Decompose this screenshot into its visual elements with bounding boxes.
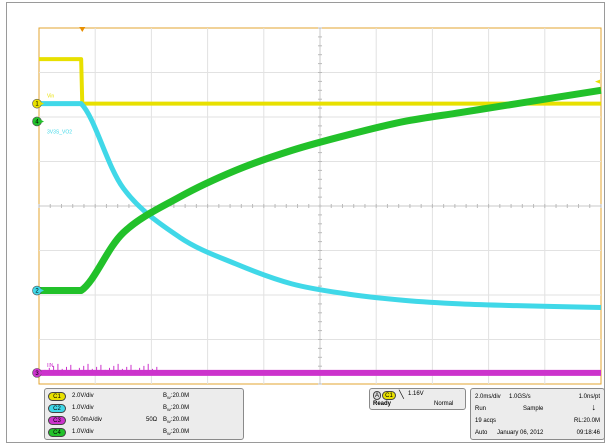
bw-letter: B (163, 417, 168, 423)
bw-sub: W (167, 407, 171, 413)
bw-value: :20.0M (170, 405, 190, 411)
ground-marker-ch2[interactable]: 2 (32, 285, 45, 296)
down-arrow-icon: ↓ (591, 402, 597, 412)
bw-sub: W (167, 431, 171, 437)
bw-letter: B (163, 405, 168, 411)
channel-bandwidth: BW:20.0M (163, 393, 189, 401)
trace-ch4 (39, 101, 602, 310)
trigger-channel-badge: C1 (382, 391, 396, 400)
trigger-mode: Normal (434, 401, 454, 407)
timebase: 2.0ms/div (475, 394, 501, 400)
channel-scale: 1.0V/div (72, 405, 94, 411)
trace-label-ch4: 3V3S_VO2 (47, 129, 72, 135)
acq-count: 19 acqs (475, 418, 497, 424)
channel-markers: 1 4 2 3 (32, 27, 600, 378)
channel-row-c4[interactable]: C4 1.0V/div BW:20.0M (48, 427, 242, 438)
trigger-level: 1.16V (408, 391, 424, 397)
bw-sub: W (167, 395, 171, 401)
acq-row-timebase: 2.0ms/div 1.0GS/s 1.0ns/pt (475, 392, 600, 401)
channel-row-c2[interactable]: C2 1.0V/div BW:20.0M (48, 403, 242, 414)
channel-badge[interactable]: C1 (48, 392, 66, 401)
channel-row-c1[interactable]: C1 2.0V/div BW:20.0M (48, 391, 242, 402)
trace-ch2 (39, 86, 602, 295)
trigger-state: Ready (373, 401, 392, 407)
channel-scale: 2.0V/div (72, 393, 94, 399)
bw-letter: B (163, 429, 168, 435)
ground-marker-ch3[interactable]: 3 (32, 368, 45, 378)
trigger-mode-auto: Auto (475, 430, 488, 436)
acq-row-state: Run Sample ↓ (475, 402, 600, 413)
channel-scale: 1.0V/div (72, 429, 94, 435)
date: January 06, 2012 (497, 430, 544, 436)
trigger-panel[interactable]: A C1 ╲ 1.16V Ready Normal (369, 388, 466, 410)
trigger-source-badge: A (373, 391, 381, 400)
sample-rate: 1.0GS/s (509, 394, 531, 400)
ground-marker-label: 1 (35, 102, 39, 108)
acq-row-datetime: Auto January 06, 2012 09:18:46 (475, 428, 600, 437)
acq-mode: Sample (523, 406, 544, 412)
channel-badge[interactable]: C3 (48, 416, 66, 425)
acq-row-count: 19 acqs RL:20.0M (475, 416, 600, 425)
trace-ch1 (39, 57, 601, 106)
trace-label-ch3: IIN (47, 363, 54, 369)
channel-scale: 50.0mA/div (72, 417, 103, 423)
trace-labels: Vin 3V3S_VO2 IIN (47, 94, 72, 369)
trigger-level-icon[interactable] (595, 79, 600, 84)
acquisition-panel: 2.0ms/div 1.0GS/s 1.0ns/pt Run Sample ↓ … (470, 388, 605, 440)
waveform-traces (39, 57, 602, 376)
ground-marker-ch1[interactable]: 1 (32, 98, 45, 109)
channel-badge[interactable]: C2 (48, 404, 66, 413)
channel-settings-panel: C1 2.0V/div BW:20.0M C2 1.0V/div BW:20.0M C3 50… (44, 388, 244, 440)
trace-label-ch1: Vin (47, 94, 54, 100)
ground-marker-ch4[interactable]: 4 (32, 116, 45, 127)
bw-letter: B (163, 393, 168, 399)
ground-marker-label: 3 (35, 371, 39, 377)
graticule-grid (38, 27, 602, 385)
bw-value: :20.0M (170, 429, 190, 435)
bw-value: :20.0M (170, 417, 190, 423)
channel-bandwidth: BW:20.0M (163, 429, 189, 437)
channel-bandwidth: BW:20.0M (163, 417, 189, 425)
bw-sub: W (167, 419, 171, 425)
trigger-slope-icon: ╲ (399, 390, 404, 399)
channel-badge[interactable]: C4 (48, 428, 66, 437)
channel-row-c3[interactable]: C3 50.0mA/div 50Ω BW:20.0M (48, 415, 242, 426)
record-length: RL:20.0M (573, 418, 600, 424)
run-state: Run (475, 406, 487, 412)
ground-marker-label: 4 (35, 119, 39, 125)
bw-value: :20.0M (170, 393, 190, 399)
trigger-position-icon[interactable] (79, 27, 86, 32)
channel-bandwidth: BW:20.0M (163, 405, 189, 413)
ground-marker-label: 2 (35, 289, 39, 295)
resolution: 1.0ns/pt (578, 394, 600, 400)
channel-impedance: 50Ω (146, 417, 158, 423)
oscilloscope-display: Vin 3V3S_VO2 IIN 1 4 2 3 (32, 27, 602, 385)
time: 09:18:46 (576, 430, 600, 436)
